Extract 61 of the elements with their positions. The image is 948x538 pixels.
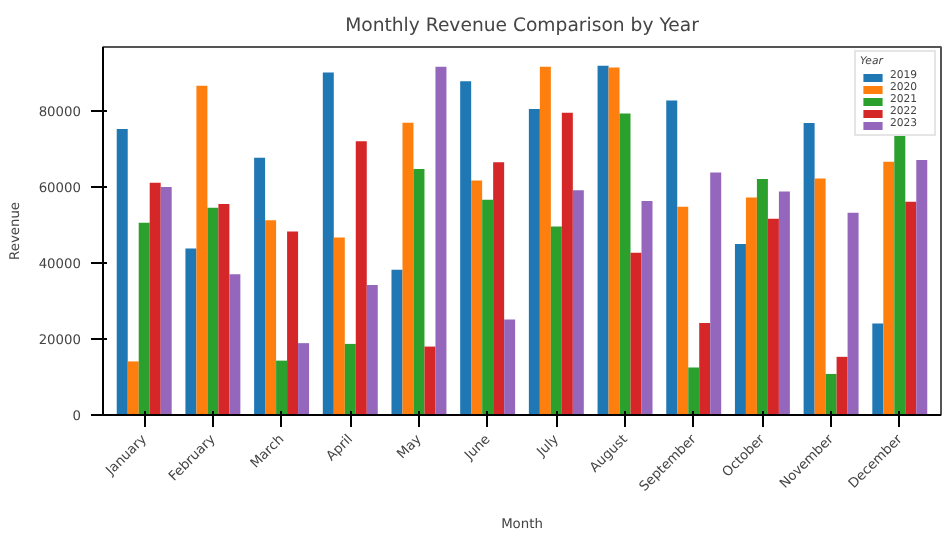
bar xyxy=(641,200,653,415)
bar xyxy=(528,108,540,415)
bar xyxy=(894,135,906,415)
bar xyxy=(814,178,826,415)
bar xyxy=(333,237,345,415)
bar xyxy=(847,212,859,415)
bar xyxy=(666,100,678,415)
bar xyxy=(608,67,620,415)
bar xyxy=(767,218,779,415)
bar xyxy=(127,361,139,415)
bar xyxy=(883,161,895,415)
bar xyxy=(355,141,367,415)
bar xyxy=(778,191,790,415)
bar xyxy=(391,269,403,415)
bar xyxy=(298,343,310,415)
bar xyxy=(916,159,928,415)
bar xyxy=(276,360,288,415)
bar xyxy=(218,204,230,415)
bar xyxy=(734,243,746,415)
chart-title: Monthly Revenue Comparison by Year xyxy=(345,15,700,37)
bar xyxy=(597,65,609,415)
bar xyxy=(207,207,219,415)
bar xyxy=(677,206,689,415)
bar xyxy=(344,343,356,415)
bar xyxy=(196,85,208,415)
bar xyxy=(710,172,722,415)
bar xyxy=(402,122,414,415)
bar xyxy=(630,252,642,415)
bar xyxy=(561,112,573,415)
bar xyxy=(413,169,425,415)
bar xyxy=(493,162,505,415)
bar xyxy=(688,367,700,415)
bar xyxy=(572,190,584,415)
bar xyxy=(229,274,241,415)
bar xyxy=(254,157,266,415)
bar xyxy=(138,222,150,415)
bar xyxy=(287,231,299,415)
bar xyxy=(185,248,197,415)
bar xyxy=(905,201,917,415)
bar xyxy=(471,180,483,415)
bar xyxy=(435,66,447,415)
bar xyxy=(803,123,815,415)
bar xyxy=(482,199,494,415)
bar xyxy=(160,186,172,415)
bar xyxy=(550,226,562,415)
bar xyxy=(424,346,436,415)
bar xyxy=(504,319,516,415)
bar xyxy=(872,323,884,415)
bar xyxy=(745,197,757,415)
bar xyxy=(149,182,161,415)
bar xyxy=(460,81,472,415)
bar xyxy=(836,356,848,415)
bar xyxy=(322,72,334,415)
bar xyxy=(539,66,551,415)
bar xyxy=(265,220,277,415)
bar xyxy=(756,178,768,415)
bar xyxy=(699,323,711,415)
bar xyxy=(825,373,837,415)
bar xyxy=(366,284,378,415)
bar xyxy=(116,129,128,415)
bar xyxy=(619,113,631,415)
